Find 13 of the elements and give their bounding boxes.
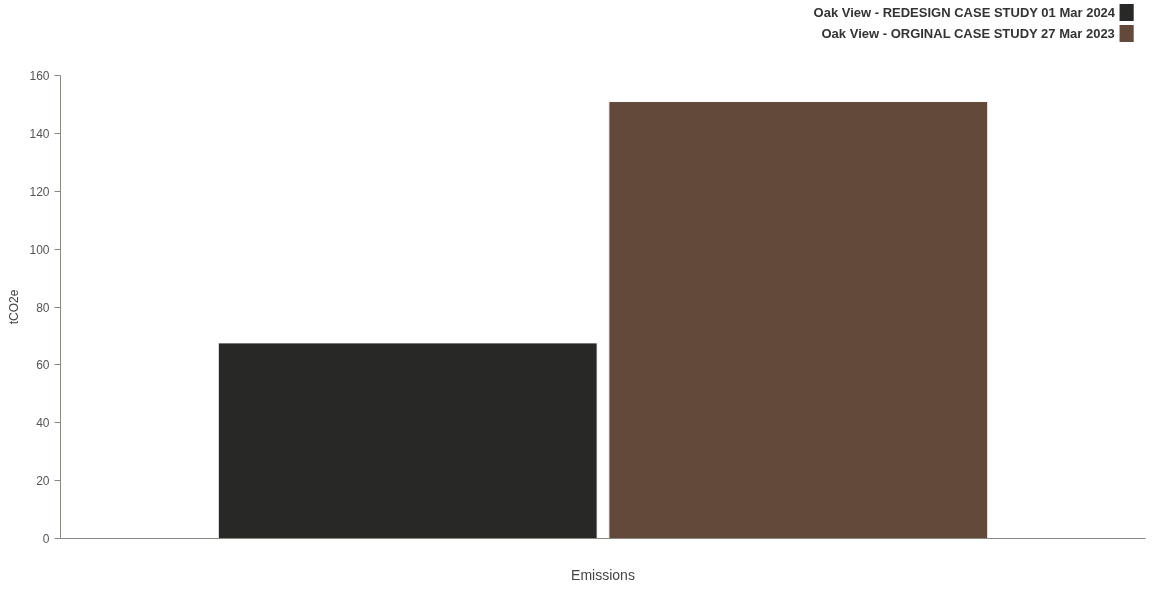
- legend-label: Oak View - REDESIGN CASE STUDY 01 Mar 2024: [813, 5, 1116, 20]
- y-tick-label: 80: [36, 300, 50, 315]
- y-tick-label: 0: [42, 532, 50, 546]
- legend-label: Oak View - ORGINAL CASE STUDY 27 Mar 2023: [821, 26, 1115, 41]
- y-axis-title: tCO2e: [7, 289, 22, 325]
- y-tick-label: 120: [29, 184, 50, 199]
- y-tick-label: 60: [36, 358, 50, 373]
- y-tick-label: 160: [29, 69, 50, 83]
- x-tick-label: Emissions: [571, 566, 635, 583]
- y-tick-label: 40: [36, 416, 50, 431]
- y-tick-label: 20: [36, 474, 50, 489]
- y-tick-label: 100: [29, 242, 50, 257]
- y-tick-label: 140: [29, 126, 50, 141]
